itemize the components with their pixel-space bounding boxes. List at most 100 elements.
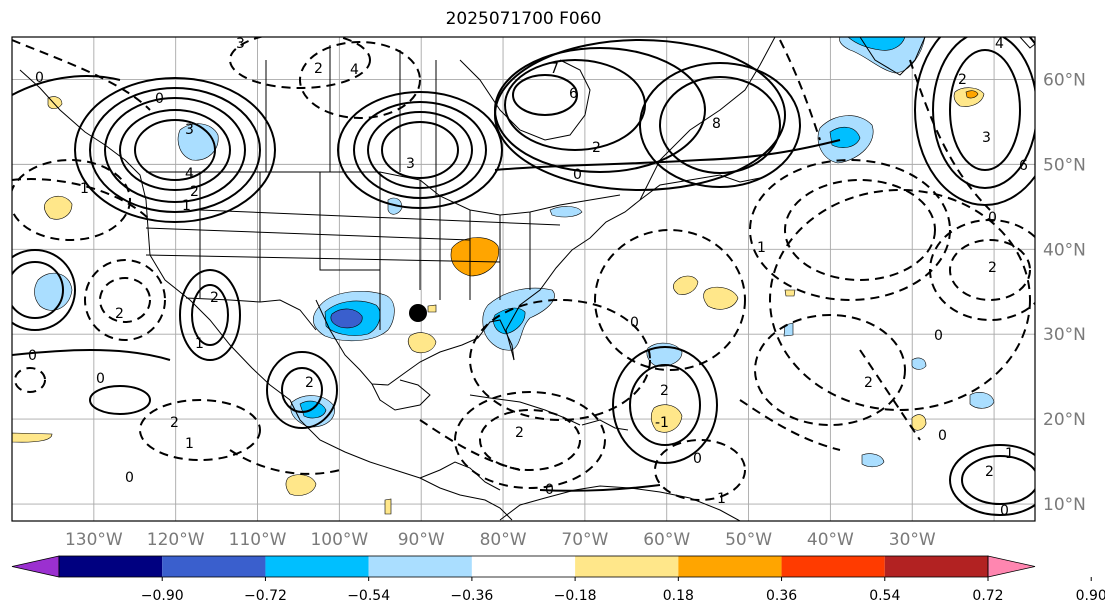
map-title: 2025071700 F060 (445, 9, 602, 29)
contour-label: 4 (185, 166, 194, 182)
colorbar-tick-label: −0.90 (141, 588, 184, 604)
colorbar-tick-label: 0.72 (972, 588, 1003, 604)
contour-label: 2 (958, 72, 967, 88)
border-provinces (265, 45, 437, 196)
contour-label: 0 (35, 70, 44, 86)
contour-label: 1 (80, 181, 89, 197)
shade-negative-small-2 (861, 453, 885, 468)
contour-label: 3 (982, 130, 991, 146)
latitude-label: 50°N (1043, 155, 1086, 175)
colorbar-segment (678, 556, 782, 577)
coastline-iceland (1019, 37, 1035, 49)
border-states-1 (199, 172, 531, 330)
contour-label: 0 (155, 91, 164, 107)
longitude-label: 30°W (889, 530, 936, 550)
contour-label: 2 (985, 464, 994, 480)
contour-label: 3 (406, 156, 415, 172)
shade-positive-atlantic-2 (673, 275, 699, 295)
shade-negative-small-3 (911, 357, 927, 370)
coastline-north-america-west (19, 69, 513, 521)
contour-label: 2 (210, 290, 219, 306)
border-us-mexico (185, 297, 317, 331)
shade-positive-small-5 (47, 96, 63, 109)
contour-label: 0 (96, 371, 105, 387)
shade-positive-pacific-south (285, 474, 317, 496)
colorbar-tick-label: 0.36 (766, 588, 797, 604)
colorbar: −0.90 −0.72 −0.54 −0.36 −0.18 0.18 0.36 0.54 0.7… (11, 555, 1105, 604)
contour-label: 2 (988, 260, 997, 276)
contour-label: 2 (515, 425, 524, 441)
longitude-label: 110°W (229, 530, 287, 550)
contour-label: 0 (28, 348, 37, 364)
shade-positive-ohio (450, 237, 499, 277)
contour-label: 2 (190, 184, 199, 200)
colorbar-segment (162, 556, 266, 577)
contour-label: 2 (115, 306, 124, 322)
contour-label: 8 (712, 116, 721, 132)
longitude-label: 60°W (643, 530, 690, 550)
contour-label: 1 (717, 491, 726, 507)
colorbar-tick-label: −0.72 (244, 588, 287, 604)
colorbar-segment (781, 556, 885, 577)
longitude-label: 130°W (65, 530, 123, 550)
map-frame (11, 36, 1036, 522)
shade-positive-small-4 (427, 304, 437, 313)
contour-label: -1 (655, 415, 669, 431)
coastline-hudson (459, 59, 591, 141)
longitude-label: 50°W (725, 530, 772, 550)
contour-label: 0 (630, 315, 639, 331)
contour-label: 0 (693, 451, 702, 467)
latitude-label: 10°N (1043, 495, 1086, 515)
shaded-anomaly-areas (12, 37, 995, 515)
coastline-yucatan (371, 379, 431, 411)
shade-positive-northwest (44, 195, 73, 220)
contour-label: 0 (1000, 503, 1009, 519)
coastline-greenland (859, 37, 926, 76)
colorbar-extend-high (987, 555, 1036, 578)
contour-label: 2 (660, 383, 669, 399)
contour-labels: 3 0 0 3 4 2 1 1 2 4 3 7 6 8 2 0 4 2 6 3 … (28, 36, 1028, 519)
latitude-label: 20°N (1043, 410, 1086, 430)
contour-label: 1 (185, 436, 194, 452)
colorbar-tick-label: −0.18 (554, 588, 597, 604)
shade-positive-gulf (407, 332, 437, 354)
coastline-central-america (419, 461, 501, 491)
shade-negative-southeast-inner (493, 307, 526, 335)
latitude-label: 40°N (1043, 240, 1086, 260)
longitude-label: 70°W (561, 530, 608, 550)
shade-negative-small-1 (969, 392, 995, 409)
contour-label: 7 (550, 61, 559, 77)
colorbar-tick-label: 0.18 (663, 588, 694, 604)
contour-label: 2 (864, 375, 873, 391)
contour-label: 1 (195, 336, 204, 352)
colorbar-tick-label: 0.54 (869, 588, 900, 604)
contour-label: 4 (995, 36, 1004, 52)
coastline-south-america (499, 485, 741, 521)
contour-lines (12, 37, 1035, 516)
contour-label: 1 (757, 240, 766, 256)
colorbar-tick-label: −0.54 (347, 588, 390, 604)
longitude-label: 90°W (398, 530, 445, 550)
contour-label: 2 (305, 375, 314, 391)
shade-positive-small-2 (384, 498, 392, 515)
shade-negative-caribbean (646, 342, 683, 367)
longitude-label: 120°W (147, 530, 205, 550)
contour-label: 0 (988, 210, 997, 226)
shade-negative-small-5 (549, 206, 583, 218)
shade-negative-greenland (839, 37, 926, 74)
shade-positive-caribbean (650, 404, 683, 433)
coastline-gulf (315, 299, 515, 386)
contour-label: 6 (569, 86, 578, 102)
shade-positive-small-1 (911, 414, 927, 431)
station-marker (409, 304, 427, 322)
shade-negative-texas-core (330, 308, 363, 329)
latitude-label: 60°N (1043, 70, 1086, 90)
colorbar-segment (59, 556, 163, 577)
contour-label: 3 (236, 36, 245, 52)
contour-label: 2 (592, 140, 601, 156)
longitude-label: 100°W (310, 530, 368, 550)
shade-positive-atlantic-1 (703, 286, 739, 310)
contour-label: 6 (1019, 158, 1028, 174)
latitude-label: 30°N (1043, 325, 1086, 345)
contour-label: 0 (934, 328, 943, 344)
